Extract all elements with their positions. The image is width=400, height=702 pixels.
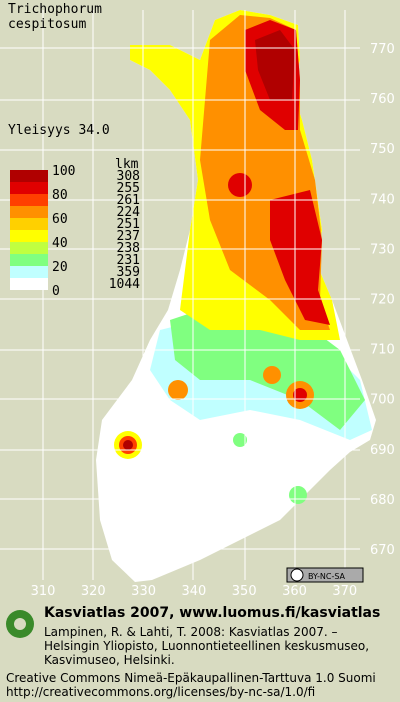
legend <box>10 170 48 290</box>
legend-count: 1044 <box>109 277 140 292</box>
legend-scale-label: 40 <box>52 236 68 251</box>
citation: Lampinen, R. & Lahti, T. 2008: Kasviatla… <box>44 625 338 639</box>
legend-count: 237 <box>117 229 140 244</box>
y-tick-label: 770 <box>370 42 395 57</box>
x-tick-label: 320 <box>81 584 106 599</box>
y-tick-label: 730 <box>370 242 395 257</box>
legend-count: 359 <box>117 265 140 280</box>
citation: Helsingin Yliopisto, Luonnontieteellinen… <box>44 639 369 653</box>
badge-text: BY-NC-SA <box>308 572 346 581</box>
x-tick-label: 330 <box>131 584 156 599</box>
legend-scale-label: 60 <box>52 212 68 227</box>
y-tick-label: 690 <box>370 443 395 458</box>
legend-count: 308 <box>117 169 140 184</box>
legend-scale-label: 0 <box>52 284 60 299</box>
legend-count: 251 <box>117 217 140 232</box>
legend-count: 261 <box>117 193 140 208</box>
legend-count: 224 <box>117 205 141 220</box>
legend-count: 238 <box>117 241 140 256</box>
title: Trichophorum <box>8 2 102 17</box>
legend-header: lkm <box>115 157 139 172</box>
x-tick-label: 340 <box>181 584 206 599</box>
y-tick-label: 740 <box>370 192 395 207</box>
x-tick-label: 360 <box>282 584 307 599</box>
map <box>0 10 376 582</box>
footer-heading: Kasviatlas 2007, www.luomus.fi/kasviatla… <box>44 605 380 621</box>
x-tick-label: 310 <box>31 584 56 599</box>
y-tick-label: 670 <box>370 543 395 558</box>
y-tick-label: 720 <box>370 293 395 308</box>
x-tick-label: 350 <box>232 584 257 599</box>
license: Creative Commons Nimeä-Epäkaupallinen-Ta… <box>6 671 376 685</box>
title: cespitosum <box>8 17 86 32</box>
legend-scale-label: 100 <box>52 164 75 179</box>
license-badge: BY-NC-SA <box>286 567 364 583</box>
legend-scale-label: 80 <box>52 188 68 203</box>
y-tick-label: 710 <box>370 343 395 358</box>
legend-scale-label: 20 <box>52 260 68 275</box>
frequency: Yleisyys 34.0 <box>8 123 110 138</box>
license: http://creativecommons.org/licenses/by-n… <box>6 685 315 699</box>
x-tick-label: 370 <box>332 584 357 599</box>
legend-count: 255 <box>117 181 140 196</box>
citation: Kasvimuseo, Helsinki. <box>44 653 175 667</box>
y-tick-label: 750 <box>370 142 395 157</box>
legend-count: 231 <box>117 253 140 268</box>
y-tick-label: 760 <box>370 92 395 107</box>
y-tick-label: 680 <box>370 493 395 508</box>
y-tick-label: 700 <box>370 393 395 408</box>
logo <box>6 610 34 638</box>
